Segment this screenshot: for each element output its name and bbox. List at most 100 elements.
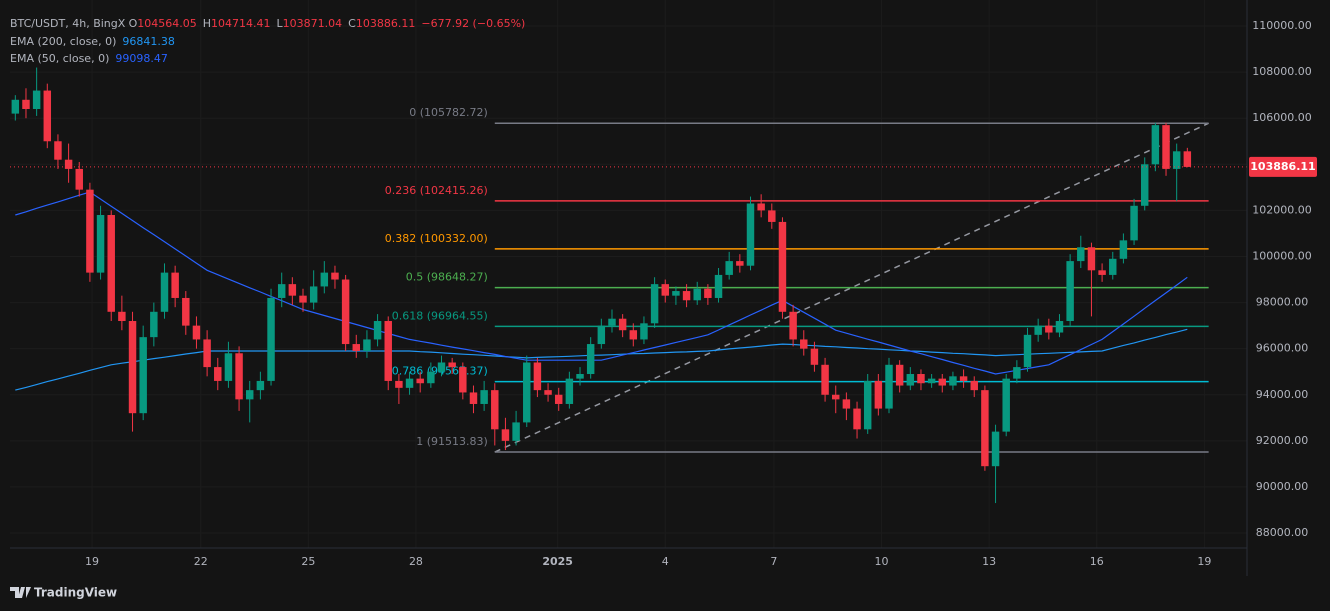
- y-tick-label: 94000.00: [1256, 388, 1309, 401]
- candle-body: [768, 210, 776, 222]
- candle-body: [714, 274, 723, 298]
- candle-body: [1087, 247, 1096, 271]
- ohlc-value: 103886.11: [356, 17, 416, 30]
- candle-body: [1162, 125, 1170, 169]
- candle-body: [1151, 125, 1160, 165]
- y-tick-label: 88000.00: [1256, 526, 1309, 539]
- candle-body: [746, 203, 755, 266]
- x-tick-label: 22: [194, 555, 208, 568]
- candle-body: [725, 261, 733, 275]
- candle-body: [341, 279, 350, 345]
- x-tick-label: 19: [85, 555, 99, 568]
- legend-ema: EMA (200, close, 0) 96841.38: [10, 35, 175, 48]
- x-tick-label: 16: [1090, 555, 1104, 568]
- candle-body: [608, 318, 616, 326]
- candle-body: [906, 374, 915, 386]
- candle-body: [224, 353, 233, 381]
- fib-label: 0.618 (96964.55): [392, 309, 488, 322]
- ohlc-key: H: [203, 17, 211, 30]
- ohlc-value: 104714.41: [211, 17, 271, 30]
- y-tick-label: 90000.00: [1256, 480, 1309, 493]
- ohlc-key: L: [277, 17, 284, 30]
- candle-body: [1098, 270, 1106, 275]
- candle-body: [629, 330, 638, 340]
- candle-body: [1109, 258, 1117, 275]
- candle-body: [1034, 325, 1042, 335]
- y-tick-label: 106000.00: [1252, 111, 1312, 124]
- candle-body: [171, 272, 179, 298]
- candle-body: [757, 203, 765, 211]
- candle-body: [11, 99, 20, 114]
- candle-body: [533, 362, 542, 391]
- candle-body: [661, 284, 669, 296]
- candle-body: [22, 99, 30, 110]
- y-tick-label: 100000.00: [1252, 249, 1312, 262]
- candle-body: [1140, 164, 1149, 206]
- candle-body: [821, 364, 829, 395]
- candle-body: [43, 90, 52, 142]
- x-tick-label: 13: [982, 555, 996, 568]
- ema-value: 96841.38: [122, 35, 175, 48]
- candle-body: [160, 272, 169, 312]
- candle-body: [927, 378, 936, 384]
- ohlc-value: 103871.04: [283, 17, 343, 30]
- candle-body: [288, 284, 297, 296]
- candle-body: [576, 374, 584, 379]
- candle-body: [1023, 334, 1032, 368]
- candle-body: [299, 295, 307, 303]
- candle-body: [512, 422, 520, 441]
- candle-body: [885, 364, 893, 409]
- candle-body: [192, 325, 201, 340]
- candle-body: [182, 297, 190, 326]
- candle-body: [832, 394, 840, 400]
- candle-body: [810, 348, 819, 365]
- candle-body: [352, 344, 361, 351]
- candle-body: [565, 378, 574, 404]
- candle-body: [256, 380, 265, 391]
- candle-body: [1002, 378, 1010, 432]
- candle-body: [32, 90, 41, 110]
- candle-body: [277, 284, 286, 298]
- candle-body: [736, 261, 744, 266]
- candle-body: [395, 380, 403, 388]
- plot: 0 (105782.72) 0.236 (102415.26) 0.382 (100…: [10, 67, 1247, 504]
- y-tick-label: 98000.00: [1256, 296, 1309, 309]
- candle-body: [267, 297, 275, 381]
- change: −677.92 (−0.65%): [421, 17, 525, 30]
- candle-body: [235, 353, 243, 400]
- candle-body: [96, 215, 105, 273]
- x-tick-label: 2025: [542, 555, 573, 568]
- candle-body: [970, 380, 978, 391]
- candle-body: [1130, 205, 1138, 241]
- candle-body: [384, 321, 392, 381]
- price-tag: 103886.11: [1250, 160, 1315, 173]
- fib-label: 0.5 (98648.27): [406, 271, 488, 284]
- grid: [10, 0, 1247, 548]
- candle-body: [959, 376, 968, 381]
- legend-header: BTC/USDT, 4h, BingX O104564.05 H104714.41 L…: [10, 17, 525, 30]
- candle-body: [331, 272, 339, 280]
- candle-body: [309, 286, 318, 303]
- y-tick-label: 92000.00: [1256, 434, 1309, 447]
- candle-body: [501, 429, 510, 441]
- candle-body: [640, 323, 648, 340]
- candle-body: [1055, 321, 1064, 333]
- candle-body: [480, 390, 488, 404]
- candle-body: [214, 367, 222, 381]
- candle-body: [320, 272, 329, 287]
- y-tick-label: 102000.00: [1252, 203, 1312, 216]
- price-tag-bg: [1249, 156, 1317, 177]
- candle-body: [618, 318, 627, 331]
- candle-body: [437, 362, 446, 372]
- candle-body: [523, 362, 531, 423]
- ema-line: [15, 191, 1188, 375]
- candle-body: [1066, 261, 1074, 322]
- candle-body: [778, 221, 787, 312]
- candle-body: [1119, 240, 1128, 259]
- x-tick-label: 10: [875, 555, 889, 568]
- candle-body: [789, 311, 797, 340]
- x-tick-label: 19: [1197, 555, 1211, 568]
- candle-body: [107, 215, 115, 312]
- candle-body: [991, 431, 1000, 467]
- ema-name: EMA (50, close, 0): [10, 52, 109, 65]
